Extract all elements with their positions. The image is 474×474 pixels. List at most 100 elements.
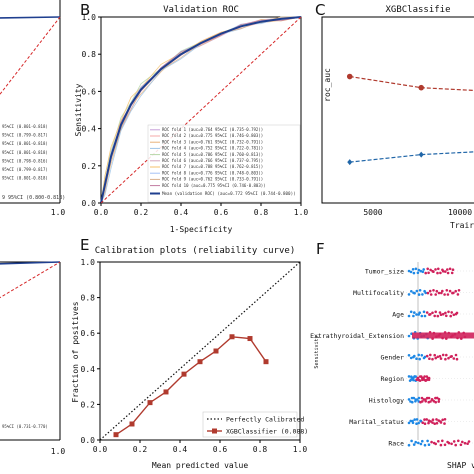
panel-f-shap-dot	[412, 443, 416, 446]
panel-f-shap-dot	[407, 293, 411, 296]
panel-f-shap-dot	[411, 400, 414, 404]
panel-f-shap-dot	[414, 375, 418, 378]
panel-a-legend-row: 95%CI (0.799-0.817)	[2, 167, 48, 172]
panel-e-model-point	[147, 400, 153, 406]
panel-b-frame	[100, 16, 302, 204]
panel-c-train-curve	[349, 75, 474, 92]
panel-e-model-point	[229, 334, 235, 340]
panel-f-shap-dot	[431, 311, 434, 315]
panel-c: C XGBClassifie roc_auc 5000 10000 Trair	[315, 1, 474, 230]
panel-f-shap-dot	[410, 439, 413, 443]
panel-f-letter: F	[316, 240, 325, 258]
panel-f-shap-dot	[417, 421, 421, 425]
panel-f-shap-dot	[435, 421, 439, 425]
panel-f-shap-dot	[437, 291, 441, 295]
panel-f-shap-dot	[420, 354, 424, 357]
panel-f-shap-dot	[443, 422, 446, 425]
panel-f-shap-dot	[445, 314, 448, 318]
panel-f-shap-dot	[407, 421, 411, 425]
panel-f-shap-dot	[443, 293, 446, 296]
panel-e-letter: E	[80, 236, 89, 254]
panel-f-shap-dot	[452, 291, 455, 295]
panel-f-shap-dot	[415, 398, 419, 401]
panel-f-shap-dot	[467, 440, 471, 443]
panel-f-feature-label: Age	[392, 310, 404, 318]
panel-f-shap-dot	[407, 269, 411, 273]
panel-b-legend-fold-6: ROC fold 6 (auc=0.766 95%CI (0.737-0.795…	[162, 158, 263, 163]
panel-f-shap-dot	[448, 289, 452, 293]
panel-f-shap-dot	[425, 378, 429, 382]
panel-f-shap-dot	[435, 289, 439, 293]
panel-f-shap-dot	[450, 311, 454, 314]
panel-b-legend-fold-8: ROC fold 8 (auc=0.776 95%CI (0.748-0.803…	[162, 170, 263, 175]
panel-e-model-curve	[115, 336, 267, 436]
panel-f-shap-dot	[449, 314, 453, 318]
panel-c-val-point	[347, 159, 353, 166]
panel-e-ticks: 0.00.0 0.2 0.2 0.4 0.4 0.6 0.6 0.8 0.8 1.0 1.0	[81, 258, 308, 454]
panel-f-shap-dot	[441, 418, 445, 422]
panel-f-shap-dot	[413, 291, 416, 295]
panel-e-legend-model-marker	[212, 428, 217, 434]
panel-f-shap-dot	[420, 314, 424, 318]
panel-f-shap-dot	[439, 357, 443, 360]
panel-f-shap-dot	[455, 311, 459, 315]
panel-f-shap-dot	[425, 418, 429, 421]
panel-f-shap-dot	[451, 268, 455, 272]
panel-f-shap-dot	[435, 418, 438, 421]
panel-f-shap-dot	[434, 442, 438, 446]
panel-f-shap-dot	[421, 421, 425, 425]
panel-f-shap-dot	[444, 270, 447, 273]
panel-f-shap-dot	[411, 421, 415, 425]
panel-f-shap-dot	[422, 268, 426, 271]
panel-f-shap-dot	[450, 355, 454, 358]
panel-b-mean-roc-curve	[100, 16, 302, 204]
panel-f-shap-dot	[445, 289, 449, 292]
panel-a-legend-mean: 9 95%CI (0.800-0.818)	[2, 195, 65, 201]
panel-f-shap-dot	[421, 293, 424, 296]
panel-f-dense-band	[412, 332, 474, 339]
panel-f-shap-dot	[409, 270, 413, 274]
panel-b-legend-fold-10: ROC fold 10 (auc=0.775 95%CI (0.746-0.80…	[162, 183, 266, 188]
panel-f-shap-dot	[441, 270, 445, 273]
panel-a-legend-row: 95%CI (0.801-0.818)	[2, 176, 48, 181]
panel-f-shap-dot	[407, 375, 411, 378]
panel-f-shap-dot	[416, 271, 420, 275]
panel-f-x-label: SHAP va	[447, 461, 474, 470]
panel-f-shap-dot	[429, 313, 432, 316]
panel-c-validation-curve	[349, 151, 474, 163]
panel-f-shap-dot	[434, 356, 438, 360]
panel-f-shap-dot	[419, 419, 423, 423]
panel-f-shap-dot	[411, 268, 415, 271]
panel-a-legend-row: 95%CI (0.801-0.818)	[2, 141, 48, 146]
panel-f-shap-dot	[423, 418, 426, 421]
panel-f-shap-dot	[415, 418, 419, 421]
panel-f-shap-dot	[447, 441, 451, 445]
panel-f-shap-dot	[459, 443, 463, 447]
panel-b-ticks: 0.00.0 0.2 0.2 0.4 0.4 0.6 0.6 0.8 0.8 1.0 1.0	[82, 13, 309, 217]
panel-f-shap-dot	[410, 290, 413, 293]
panel-e-x-tick-label: 0.8	[253, 445, 268, 454]
panel-b-legend-fold-9: ROC fold 9 (auc=0.762 95%CI (0.733-0.791…	[162, 177, 263, 182]
panel-f-shap-dot	[410, 396, 414, 400]
panel-a-legend-row: 95%CI (0.798-0.816)	[2, 158, 48, 163]
panel-f-y-label: Sensitivity	[314, 335, 320, 368]
panel-e-x-tick-label: 0.2	[133, 445, 148, 454]
panel-f-shap-dot	[426, 267, 430, 271]
panel-f-shap-dot	[450, 271, 454, 275]
panel-e-markers	[113, 334, 269, 438]
panel-f-feature-label: Gender	[381, 353, 405, 361]
panel-f-shap-dot	[434, 293, 438, 296]
panel-f-shap-dot	[427, 421, 430, 425]
panel-f-shap-dot	[431, 357, 434, 361]
panel-b-y-tick-label: 0.0	[82, 199, 97, 208]
panel-b: B Validation ROC 0.00.00.20.20.40.40.60.…	[74, 1, 308, 234]
panel-a-tick-1: 1.0	[51, 208, 66, 217]
panel-f-shap-dot	[441, 312, 445, 316]
panel-e-x-tick-label: 0.4	[173, 445, 188, 454]
panel-f-shap-dot	[413, 354, 416, 358]
panel-e-model-point	[263, 359, 269, 365]
panel-f-shap-dot	[452, 357, 456, 360]
panel-f-shap-dot	[456, 293, 460, 296]
panel-f-shap-dot	[429, 400, 432, 403]
panel-e-model-point	[113, 432, 119, 438]
